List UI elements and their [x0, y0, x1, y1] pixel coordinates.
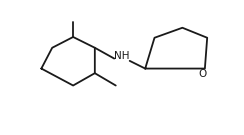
Text: NH: NH — [114, 51, 130, 61]
Text: O: O — [198, 69, 207, 79]
